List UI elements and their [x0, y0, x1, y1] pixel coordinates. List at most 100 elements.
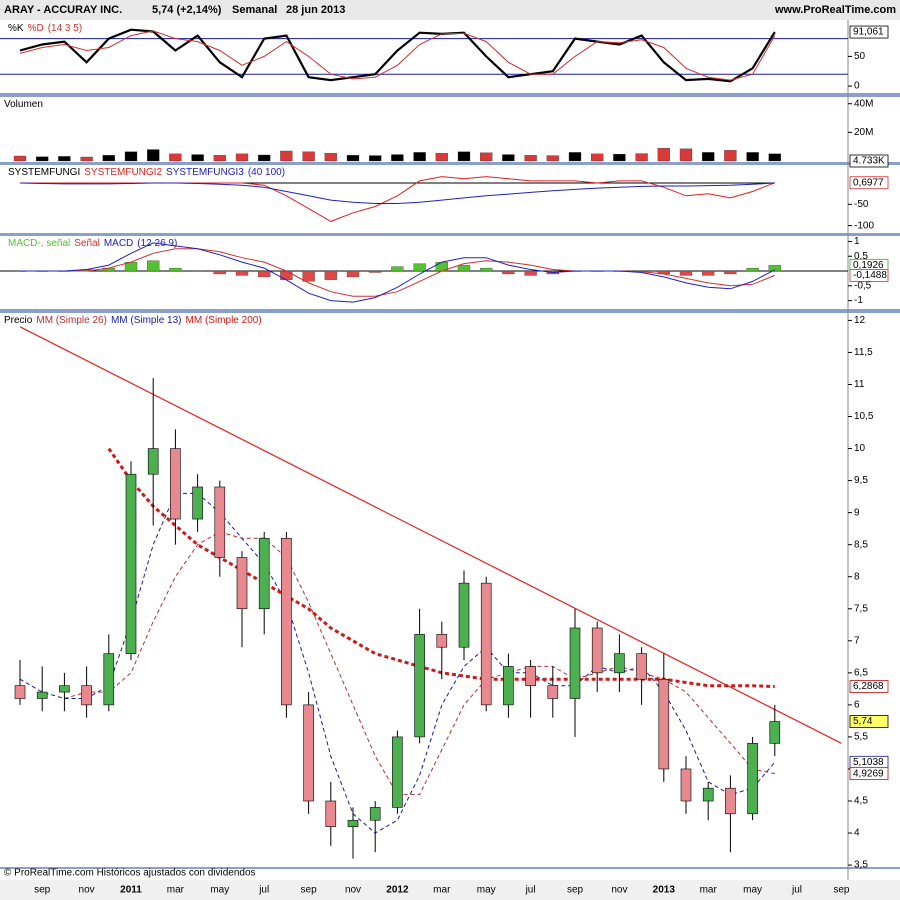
bar [746, 152, 759, 162]
x-tick-label: sep [34, 885, 51, 896]
candle-body [458, 582, 470, 648]
value-marker-box [849, 767, 889, 781]
y-tick-label: 20M [854, 127, 873, 138]
bar [679, 148, 693, 162]
series-line [20, 242, 776, 303]
candle-body [747, 743, 758, 815]
y-tick-label: 3,5 [854, 860, 868, 871]
bar [480, 152, 493, 162]
candle-body [525, 666, 536, 686]
quote: 5,74 (+2,14%) [152, 4, 222, 16]
bar [502, 270, 515, 275]
symbol: ARAY - ACCURAY INC. [4, 4, 122, 16]
panel-legend: %K %D (14 3 5) [8, 23, 82, 34]
bar [213, 155, 226, 162]
bar [768, 153, 781, 162]
candle-body [125, 473, 137, 654]
value-marker-label: 5,74 [853, 716, 873, 727]
x-tick-label: nov [611, 885, 627, 896]
legend-entry: %D [28, 23, 44, 34]
series-line [20, 248, 775, 297]
legend-entry: Señal [74, 238, 100, 249]
series-line [64, 531, 775, 796]
y-tick-label: 50 [854, 51, 866, 62]
bar [58, 156, 71, 162]
candle-body [769, 721, 781, 744]
y-tick-label: -1 [854, 295, 863, 306]
candle-body [503, 666, 514, 706]
bar [258, 154, 271, 162]
x-tick-label: jul [258, 885, 269, 896]
x-tick-label: mar [700, 885, 718, 896]
value-marker-box [849, 680, 889, 693]
y-tick-label: 0,5 [854, 251, 868, 262]
candle-body [569, 627, 581, 699]
value-marker-box [849, 269, 889, 282]
bar [413, 152, 426, 162]
y-tick-label: 6,5 [854, 667, 868, 678]
candle-body [303, 704, 314, 802]
value-marker-label: 5,1038 [853, 757, 884, 768]
bar [213, 270, 226, 275]
bar [524, 155, 537, 162]
value-marker-box [849, 715, 889, 728]
bar [702, 270, 715, 276]
y-tick-label: 4,5 [854, 796, 868, 807]
bar [346, 155, 360, 162]
value-marker-box [849, 154, 889, 168]
candle-body [147, 448, 159, 475]
candle-body [392, 736, 403, 808]
x-axis-bar [0, 880, 900, 900]
candle-body [680, 768, 692, 802]
candle-body [214, 486, 226, 558]
bar [657, 147, 670, 162]
bar [13, 155, 27, 162]
panel-legend: SYSTEMFUNGI SYSTEMFUNGI2 SYSTEMFUNGI3 (40 1… [8, 167, 285, 178]
header-bar [0, 0, 900, 20]
bar [369, 155, 382, 162]
x-tick-label: may [210, 885, 229, 896]
series-line [19, 30, 776, 81]
bar [36, 156, 49, 162]
y-tick-label: 0 [854, 81, 860, 92]
candle-body [702, 787, 714, 802]
candle-body [170, 448, 181, 520]
bar [724, 270, 737, 275]
y-tick-label: 10 [854, 443, 866, 454]
bar [591, 153, 604, 162]
bar [391, 154, 404, 162]
bar [102, 155, 115, 162]
y-tick-label: 11 [854, 379, 865, 390]
candle-body [59, 685, 70, 693]
y-tick-label: 7,5 [854, 603, 868, 614]
series-line [19, 492, 776, 834]
bar [635, 153, 648, 162]
bar [746, 267, 759, 272]
legend-entry: MM (Simple 26) [36, 315, 107, 326]
candle-body [103, 653, 115, 706]
candle-body [725, 787, 736, 815]
bar [235, 153, 249, 162]
legend-entry: MACD-, señal [8, 238, 70, 249]
candle-body [614, 653, 625, 674]
date: 28 jun 2013 [286, 4, 345, 16]
y-tick-label: 7 [854, 635, 860, 646]
x-tick-label: may [477, 885, 496, 896]
bar [124, 151, 138, 162]
legend-entry: SYSTEMFUNGI2 [84, 167, 162, 178]
value-marker-label: 91,061 [853, 27, 884, 38]
bar [169, 153, 182, 162]
bar [502, 154, 515, 162]
candle-body [480, 582, 492, 706]
panel-params: (40 100) [248, 167, 285, 178]
bar [702, 152, 715, 162]
y-tick-label: 9,5 [854, 475, 868, 486]
bar [280, 150, 293, 162]
bar [147, 149, 160, 162]
period: Semanal [232, 4, 277, 16]
candle-body [369, 807, 381, 821]
candle-body [325, 800, 337, 827]
y-tick-label: -100 [854, 220, 874, 231]
candle-body [14, 685, 26, 699]
